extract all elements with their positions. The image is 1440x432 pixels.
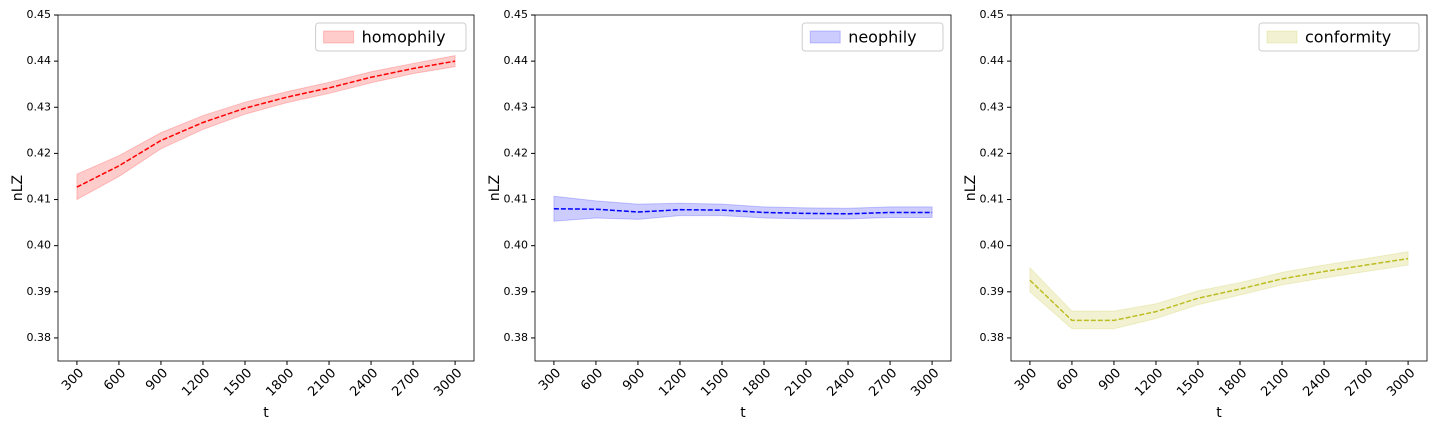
x-tick-label: 2700 [1342,366,1376,400]
x-tick-label: 1800 [263,366,297,400]
subplot: 0.38 0.39 0.40 0.41 0.42 0.43 0.44 0.45 300 600 90… [487,8,952,421]
y-tick-label: 0.43 [27,100,52,113]
x-tick-label: 3000 [1384,366,1418,400]
x-tick-label: 1800 [1216,366,1250,400]
legend-swatch [323,30,355,44]
x-tick-label: 1200 [1132,366,1166,400]
y-tick-label: 0.39 [27,285,52,298]
x-axis-label: t [740,405,746,421]
x-tick-label: 600 [101,366,129,394]
mean-line [76,60,456,188]
legend-box [801,22,944,52]
y-axis-label: nLZ [963,175,979,201]
y-tick-label: 0.42 [504,146,529,159]
legend-label: homophily [362,28,446,47]
plot-frame [57,14,475,362]
y-tick-label: 0.42 [980,146,1005,159]
subplot: 0.38 0.39 0.40 0.41 0.42 0.43 0.44 0.45 300 600 90… [10,8,475,421]
x-tick-label: 300 [1012,366,1040,394]
y-tick-label: 0.38 [980,331,1005,344]
y-tick-label: 0.40 [27,239,52,252]
x-tick-label: 2100 [1258,366,1292,400]
legend-label: neophily [848,28,916,47]
y-tick-label: 0.40 [980,239,1005,252]
x-tick-label: 900 [1096,366,1124,394]
legend-box [1258,22,1420,52]
x-tick-label: 300 [536,366,564,394]
y-tick-label: 0.44 [504,54,529,67]
x-tick-label: 2400 [824,366,858,400]
x-tick-label: 2400 [347,366,381,400]
mean-line [553,208,933,215]
confidence-band [1029,251,1409,330]
y-tick-label: 0.44 [980,54,1005,67]
x-tick-label: 2100 [305,366,339,400]
y-tick-label: 0.38 [504,331,529,344]
x-tick-label: 900 [620,366,648,394]
y-tick-label: 0.38 [27,331,52,344]
legend-swatch [809,30,841,44]
confidence-band [76,54,456,201]
x-tick-label: 3000 [908,366,942,400]
y-tick-label: 0.45 [27,8,52,21]
x-axis-label: t [1216,405,1222,421]
x-tick-label: 900 [143,366,171,394]
x-tick-label: 600 [1054,366,1082,394]
legend-box [315,22,467,52]
x-tick-label: 1800 [740,366,774,400]
y-tick-label: 0.45 [504,8,529,21]
mean-line [1029,257,1409,322]
x-tick-label: 2700 [866,366,900,400]
plot-frame [1010,14,1428,362]
x-tick-label: 1200 [656,366,690,400]
legend-swatch [1266,30,1298,44]
y-axis-label: nLZ [487,175,503,201]
x-tick-label: 1500 [698,366,732,400]
x-tick-label: 600 [578,366,606,394]
x-tick-label: 1500 [1174,366,1208,400]
y-tick-label: 0.44 [27,54,52,67]
y-tick-label: 0.41 [980,193,1005,206]
y-tick-label: 0.41 [504,193,529,206]
y-tick-label: 0.41 [27,193,52,206]
x-tick-label: 2700 [389,366,423,400]
x-tick-label: 2400 [1300,366,1334,400]
x-axis-label: t [263,405,269,421]
y-axis-label: nLZ [10,175,26,201]
plot-frame [534,14,952,362]
subplot: 0.38 0.39 0.40 0.41 0.42 0.43 0.44 0.45 300 600 90… [963,8,1428,421]
y-tick-label: 0.43 [980,100,1005,113]
x-tick-label: 2100 [782,366,816,400]
x-tick-label: 1500 [221,366,255,400]
y-tick-label: 0.39 [504,285,529,298]
y-tick-label: 0.39 [980,285,1005,298]
y-tick-label: 0.40 [504,239,529,252]
legend-label: conformity [1305,28,1391,47]
confidence-band [553,195,933,222]
y-tick-label: 0.43 [504,100,529,113]
x-tick-label: 1200 [179,366,213,400]
y-tick-label: 0.42 [27,146,52,159]
x-tick-label: 300 [59,366,87,394]
x-tick-label: 3000 [431,366,465,400]
y-tick-label: 0.45 [980,8,1005,21]
